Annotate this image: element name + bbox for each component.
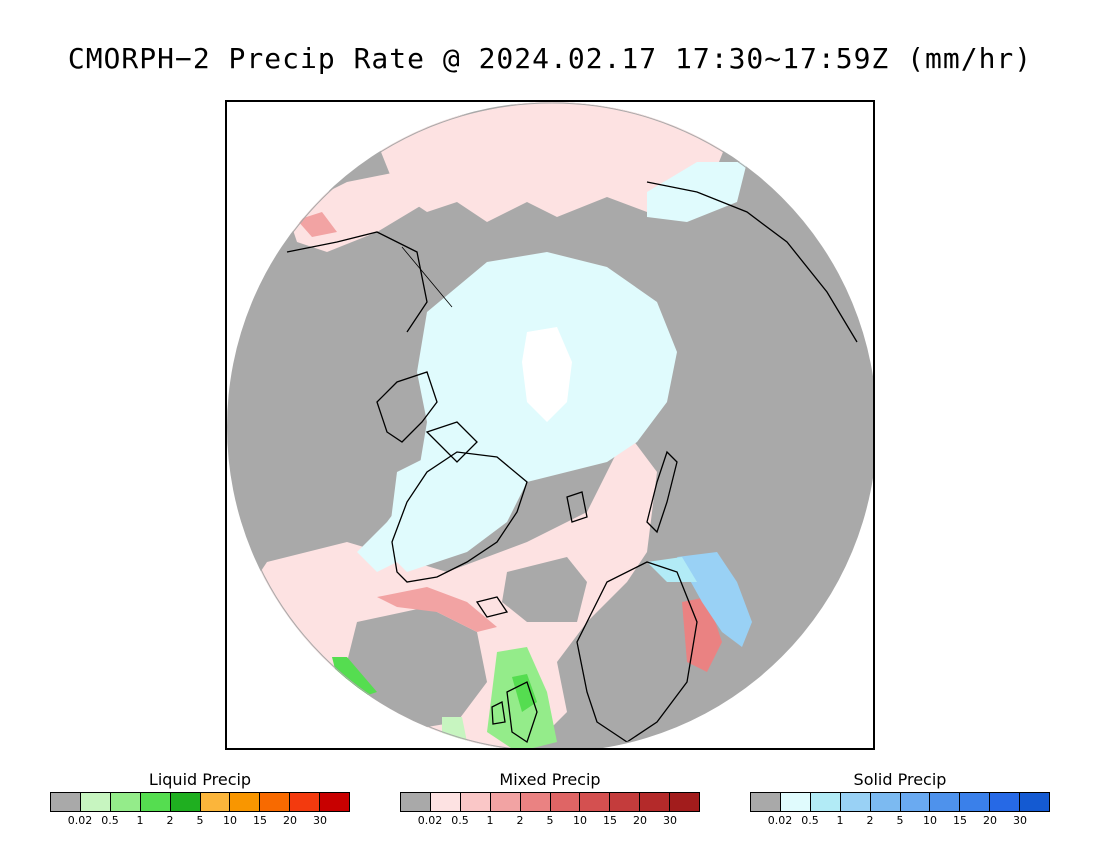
mixed-tick-label: 30: [663, 814, 677, 827]
liquid-tick-label: 0.5: [101, 814, 119, 827]
novaya-zemlya-coast: [646, 450, 678, 534]
liquid-swatch: [140, 793, 171, 811]
mixed-swatch: [610, 793, 641, 811]
greenland-solid-precip: [387, 447, 527, 572]
mixed-tick-label: 0.02: [417, 814, 443, 827]
mixed-tick-label: 1: [486, 814, 494, 827]
liquid-tick-label: 10: [223, 814, 237, 827]
liquid-tick-label: 1: [136, 814, 144, 827]
liquid-tick-label: 0.02: [67, 814, 93, 827]
atlantic-inner-grey-low: [347, 607, 487, 732]
solid-tick-label: 15: [953, 814, 967, 827]
iceland-coast: [475, 596, 509, 618]
precip-map: [225, 100, 875, 750]
mixed-swatch: [490, 793, 521, 811]
pacific-mixed-precip-region: [377, 102, 727, 222]
liquid-swatch: [170, 793, 201, 811]
mixed-swatch: [550, 793, 581, 811]
solid-swatch: [960, 793, 991, 811]
canadian-archipelago-coast: [376, 371, 478, 463]
mixed-precip-legend: Mixed Precip 0.02 0.5 1 2 5 10 15 20 30: [400, 770, 700, 828]
liquid-tick-label: 5: [196, 814, 204, 827]
norwegian-sea-grey: [502, 557, 587, 622]
mixed-swatch: [520, 793, 551, 811]
svalbard-coast: [566, 491, 588, 523]
mixed-swatch: [460, 793, 491, 811]
liquid-swatch: [51, 793, 81, 811]
solid-tick-label: 10: [923, 814, 937, 827]
liquid-precip-legend: Liquid Precip 0.02 0.5 1 2 5 10 15 20 30: [50, 770, 350, 828]
mixed-tick-label: 20: [633, 814, 647, 827]
siberia-coast: [646, 181, 858, 343]
liquid-tick-label: 20: [283, 814, 297, 827]
solid-swatch: [780, 793, 811, 811]
coastlines: [286, 181, 858, 744]
liquid-color-scale: [50, 792, 350, 812]
solid-tick-label: 2: [866, 814, 874, 827]
mixed-swatch: [670, 793, 700, 811]
british-isles-liquid-core: [512, 674, 537, 712]
greenland-coast: [391, 451, 528, 583]
alaska-coast: [286, 231, 428, 333]
solid-precip-legend: Solid Precip 0.02 0.5 1 2 5 10 15 20 30: [750, 770, 1050, 828]
mixed-swatch: [401, 793, 431, 811]
barents-solid-precip-blue: [677, 552, 752, 647]
mixed-legend-title: Mixed Precip: [499, 770, 601, 789]
liquid-swatch: [200, 793, 231, 811]
mixed-swatch: [430, 793, 461, 811]
solid-swatch: [810, 793, 841, 811]
solid-tick-label: 0.02: [767, 814, 793, 827]
mixed-swatch: [580, 793, 611, 811]
liquid-swatch: [230, 793, 261, 811]
solid-swatch: [870, 793, 901, 811]
solid-tick-label: 20: [983, 814, 997, 827]
liquid-swatch: [80, 793, 111, 811]
alaska-coast-mixed-band: [297, 212, 337, 237]
date-line-border: [401, 246, 453, 308]
map-canvas: [227, 102, 873, 748]
solid-swatch: [990, 793, 1021, 811]
solid-swatch: [751, 793, 781, 811]
mixed-tick-label: 5: [546, 814, 554, 827]
solid-swatch: [900, 793, 931, 811]
solid-swatch: [930, 793, 961, 811]
mixed-color-scale: [400, 792, 700, 812]
scandinavia-coast: [576, 561, 698, 743]
solid-tick-label: 5: [896, 814, 904, 827]
mixed-swatch: [640, 793, 671, 811]
barents-light-snow: [647, 557, 697, 582]
liquid-swatch: [290, 793, 321, 811]
solid-swatch: [1020, 793, 1050, 811]
mixed-tick-label: 2: [516, 814, 524, 827]
liquid-tick-label: 30: [313, 814, 327, 827]
solid-swatch: [840, 793, 871, 811]
liquid-swatch: [110, 793, 141, 811]
solid-tick-label: 1: [836, 814, 844, 827]
liquid-swatch: [320, 793, 350, 811]
mixed-tick-label: 15: [603, 814, 617, 827]
liquid-tick-label: 15: [253, 814, 267, 827]
atlantic-liquid-patch: [332, 657, 377, 697]
solid-legend-title: Solid Precip: [853, 770, 947, 789]
solid-tick-label: 0.5: [801, 814, 819, 827]
liquid-tick-label: 2: [166, 814, 174, 827]
liquid-swatch: [260, 793, 291, 811]
liquid-legend-title: Liquid Precip: [148, 770, 252, 789]
solid-tick-label: 30: [1013, 814, 1027, 827]
denmark-strait-mixed-band: [377, 587, 497, 632]
solid-color-scale: [750, 792, 1050, 812]
british-isles-coast: [491, 681, 538, 744]
chart-title: CMORPH−2 Precip Rate @ 2024.02.17 17:30~…: [67, 42, 1033, 75]
pole-light-region: [522, 327, 572, 422]
mixed-tick-label: 10: [573, 814, 587, 827]
mixed-tick-label: 0.5: [451, 814, 469, 827]
